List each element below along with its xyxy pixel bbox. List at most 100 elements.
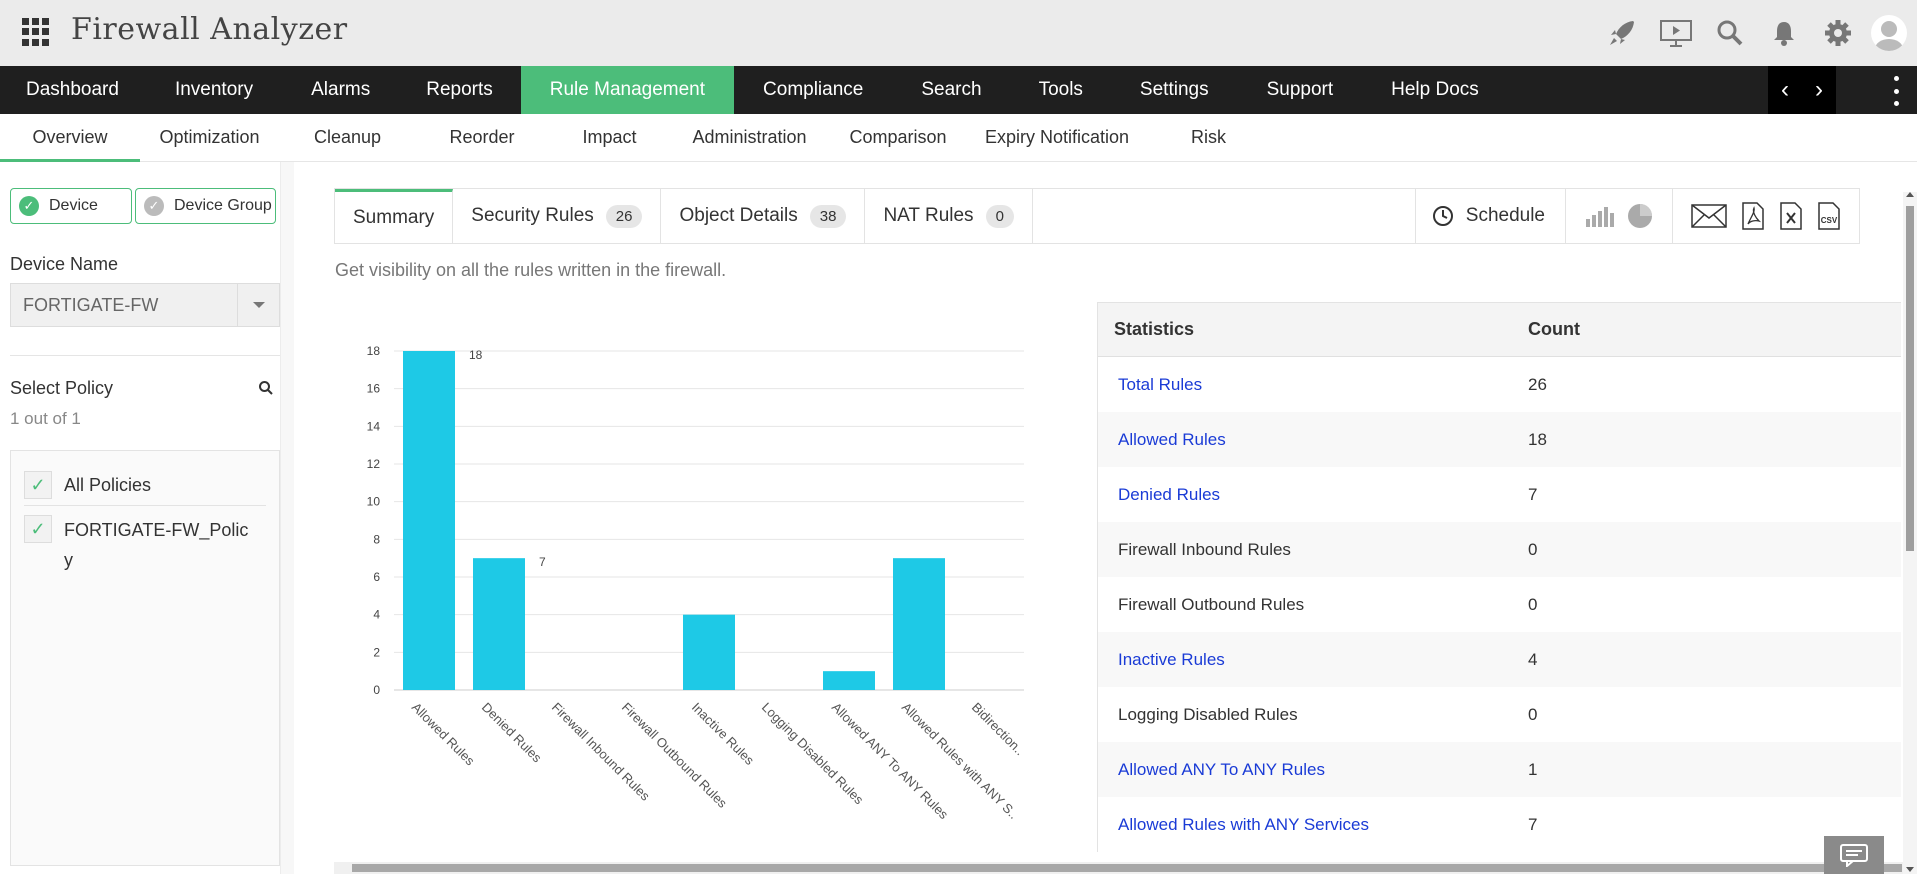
table-row: Allowed Rules 18 (1098, 412, 1901, 467)
user-avatar-icon[interactable] (1871, 15, 1907, 51)
statistic-link[interactable]: Inactive Rules (1118, 649, 1225, 669)
gear-icon[interactable] (1811, 0, 1865, 66)
csv-icon[interactable]: CSV (1817, 202, 1841, 230)
subnav-item-expiry-notification[interactable]: Expiry Notification (984, 127, 1130, 147)
statistic-link[interactable]: Allowed ANY To ANY Rules (1118, 759, 1325, 779)
statistic-cell: Allowed Rules with ANY Services (1098, 815, 1528, 835)
subnav-item-optimization[interactable]: Optimization (159, 127, 260, 147)
statistic-name: Firewall Outbound Rules (1118, 594, 1305, 614)
schedule-label: Schedule (1465, 205, 1545, 226)
tab-security-rules[interactable]: Security Rules 26 (453, 189, 662, 243)
policy-list (10, 450, 280, 866)
tab-nat-rules[interactable]: NAT Rules 0 (865, 189, 1033, 243)
y-tick-label: 8 (373, 532, 380, 546)
policy-item-all[interactable]: ✓ All Policies (24, 471, 151, 499)
more-options-icon[interactable] (1885, 76, 1907, 106)
policy-search-icon[interactable] (258, 380, 274, 401)
statistic-cell: Allowed ANY To ANY Rules (1098, 760, 1528, 780)
clock-icon (1432, 206, 1453, 226)
nav-item-rule-management[interactable]: Rule Management (520, 66, 735, 114)
policy-label: All Policies (64, 475, 152, 495)
table-row: Allowed ANY To ANY Rules 1 (1098, 742, 1901, 797)
statistic-cell: Inactive Rules (1098, 650, 1528, 670)
panel-divider[interactable] (280, 162, 294, 874)
tab-object-details[interactable]: Object Details 38 (661, 189, 866, 243)
subnav-item-risk[interactable]: Risk (1191, 127, 1226, 147)
statistic-link[interactable]: Allowed Rules with ANY Services (1118, 814, 1370, 834)
nav-item-compliance[interactable]: Compliance (763, 79, 864, 100)
subnav-item-reorder[interactable]: Reorder (449, 127, 515, 147)
bell-icon[interactable] (1757, 0, 1811, 66)
subnav-item-impact[interactable]: Impact (582, 127, 637, 147)
device-name-select[interactable]: FORTIGATE-FW (10, 283, 280, 327)
scrollbar-thumb[interactable] (1906, 206, 1914, 551)
presentation-icon[interactable] (1649, 0, 1703, 66)
statistic-cell: Logging Disabled Rules (1098, 705, 1528, 725)
policy-label-line2: y (64, 550, 73, 570)
top-header: Firewall Analyzer (0, 0, 1917, 66)
y-tick-label: 2 (373, 645, 380, 659)
policy-label-line1: FORTIGATE-FW_Polic (64, 520, 249, 540)
divider (10, 355, 280, 356)
bar-chart-icon[interactable] (1586, 205, 1614, 227)
checkbox-checked-icon[interactable]: ✓ (24, 471, 52, 499)
checkbox-checked-icon[interactable]: ✓ (24, 515, 52, 543)
x-category-label: Allowed Rules (409, 700, 478, 769)
statistic-link[interactable]: Allowed Rules (1118, 429, 1226, 449)
x-category-label: Allowed ANY To ANY Rules (829, 700, 952, 823)
table-row: Logging Disabled Rules 0 (1098, 687, 1901, 742)
statistic-cell: Firewall Outbound Rules (1098, 595, 1528, 615)
apps-grid-icon[interactable] (22, 18, 50, 46)
email-icon[interactable] (1691, 203, 1727, 229)
nav-item-dashboard[interactable]: Dashboard (26, 79, 119, 100)
nav-item-inventory[interactable]: Inventory (174, 79, 254, 100)
device-group-toggle-label: Device Group (174, 197, 272, 214)
subnav-item-administration[interactable]: Administration (692, 127, 807, 147)
header-icon-bar (1595, 0, 1917, 66)
statistic-cell: Denied Rules (1098, 485, 1528, 505)
statistic-link[interactable]: Denied Rules (1118, 484, 1221, 504)
statistic-cell: Allowed Rules (1098, 430, 1528, 450)
vertical-scrollbar[interactable] (1903, 192, 1917, 874)
horizontal-scrollbar[interactable] (334, 862, 1903, 874)
table-row: Firewall Outbound Rules 0 (1098, 577, 1901, 632)
nav-item-tools[interactable]: Tools (1038, 79, 1083, 100)
nav-item-search[interactable]: Search (921, 79, 982, 100)
subnav-item-cleanup[interactable]: Cleanup (313, 127, 382, 147)
nav-item-settings[interactable]: Settings (1139, 79, 1209, 100)
scrollbar-thumb[interactable] (352, 864, 1902, 872)
device-toggle-button[interactable]: ✓ Device (10, 188, 132, 224)
table-row: Allowed Rules with ANY Services 7 (1098, 797, 1901, 852)
search-icon[interactable] (1703, 0, 1757, 66)
table-row: Denied Rules 7 (1098, 467, 1901, 522)
device-name-label: Device Name (10, 254, 119, 274)
tab-object-details-label: Object Details (679, 205, 798, 226)
chevron-left-icon[interactable]: ‹ (1781, 76, 1789, 103)
subnav-item-comparison[interactable]: Comparison (849, 127, 947, 147)
excel-icon[interactable] (1779, 202, 1803, 230)
chevron-right-icon[interactable]: › (1815, 76, 1823, 103)
summary-tabs: Summary Security Rules 26 Object Details 3… (334, 188, 1860, 244)
device-group-toggle-button[interactable]: ✓ Device Group (135, 188, 276, 224)
tab-tools: Schedule CSV (1414, 189, 1859, 243)
pie-chart-icon[interactable] (1626, 202, 1654, 230)
pdf-icon[interactable] (1741, 202, 1765, 230)
nav-item-support[interactable]: Support (1266, 79, 1334, 100)
rocket-icon[interactable] (1595, 0, 1649, 66)
statistic-link[interactable]: Total Rules (1118, 374, 1203, 394)
y-tick-label: 18 (367, 344, 381, 358)
schedule-button[interactable]: Schedule (1414, 189, 1565, 243)
nav-item-help-docs[interactable]: Help Docs (1391, 79, 1479, 100)
tab-summary[interactable]: Summary (335, 189, 454, 243)
subnav-item-overview[interactable]: Overview (0, 114, 140, 162)
chevron-down-icon[interactable] (237, 284, 279, 326)
header-count: Count (1528, 319, 1580, 339)
chat-icon[interactable] (1824, 836, 1884, 874)
page-description: Get visibility on all the rules written … (335, 260, 727, 280)
nav-item-reports[interactable]: Reports (426, 79, 493, 100)
table-header: Statistics Count (1098, 303, 1901, 357)
y-tick-label: 16 (367, 382, 381, 396)
nav-item-alarms[interactable]: Alarms (311, 79, 371, 100)
